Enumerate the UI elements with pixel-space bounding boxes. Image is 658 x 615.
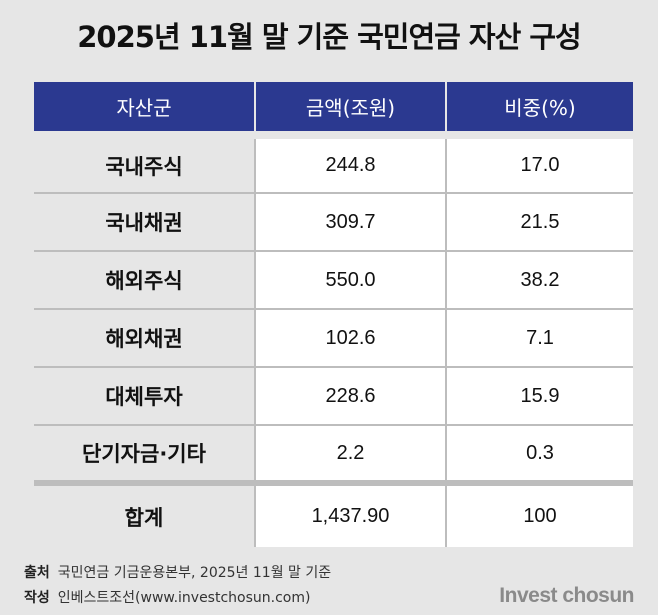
amount-cell: 244.8 [254,131,446,193]
amount-cell: 2.2 [254,424,446,483]
category-cell: 단기자금·기타 [34,424,255,483]
share-cell: 21.5 [445,192,633,251]
share-cell: 0.3 [445,424,633,483]
total-amount-cell: 1,437.90 [254,480,446,547]
chart-title: 2025년 11월 말 기준 국민연금 자산 구성 [77,20,582,54]
share-cell: 7.1 [445,308,633,367]
amount-cell: 550.0 [254,250,446,309]
table-row: 국내주식 244.8 17.0 [34,131,633,193]
share-cell: 15.9 [445,366,633,425]
total-label-cell: 합계 [34,480,255,547]
category-cell: 국내채권 [34,192,255,251]
total-row: 합계 1,437.90 100 [34,480,633,547]
asset-table: 자산군 금액(조원) 비중(%) 국내주식 244.8 17.0 국내채권 30… [34,82,633,547]
category-cell: 해외주식 [34,250,255,309]
source-text: 국민연금 기금운용본부, 2025년 11월 말 기준 [57,565,332,581]
column-header-share: 비중(%) [446,82,633,135]
table-row: 해외주식 550.0 38.2 [34,250,633,309]
share-cell: 38.2 [445,250,633,309]
table-row: 해외채권 102.6 7.1 [34,308,633,367]
amount-cell: 309.7 [254,192,446,251]
source-label: 출처 [24,565,50,581]
table-row: 국내채권 309.7 21.5 [34,192,633,251]
table-header-row: 자산군 금액(조원) 비중(%) [34,82,633,135]
table-row: 대체투자 228.6 15.9 [34,366,633,425]
total-share-cell: 100 [445,480,633,547]
category-cell: 국내주식 [34,131,255,193]
brand-logo: Invest chosun [499,584,634,607]
table-row: 단기자금·기타 2.2 0.3 [34,424,633,483]
amount-cell: 102.6 [254,308,446,367]
author-text: 인베스트조선(www.investchosun.com) [57,590,311,606]
column-header-amount: 금액(조원) [255,82,447,135]
amount-cell: 228.6 [254,366,446,425]
category-cell: 해외채권 [34,308,255,367]
column-header-category: 자산군 [34,82,256,135]
author-note: 작성 인베스트조선(www.investchosun.com) [24,587,310,607]
category-cell: 대체투자 [34,366,255,425]
share-cell: 17.0 [445,131,633,193]
author-label: 작성 [24,590,50,606]
source-note: 출처 국민연금 기금운용본부, 2025년 11월 말 기준 [24,562,331,582]
